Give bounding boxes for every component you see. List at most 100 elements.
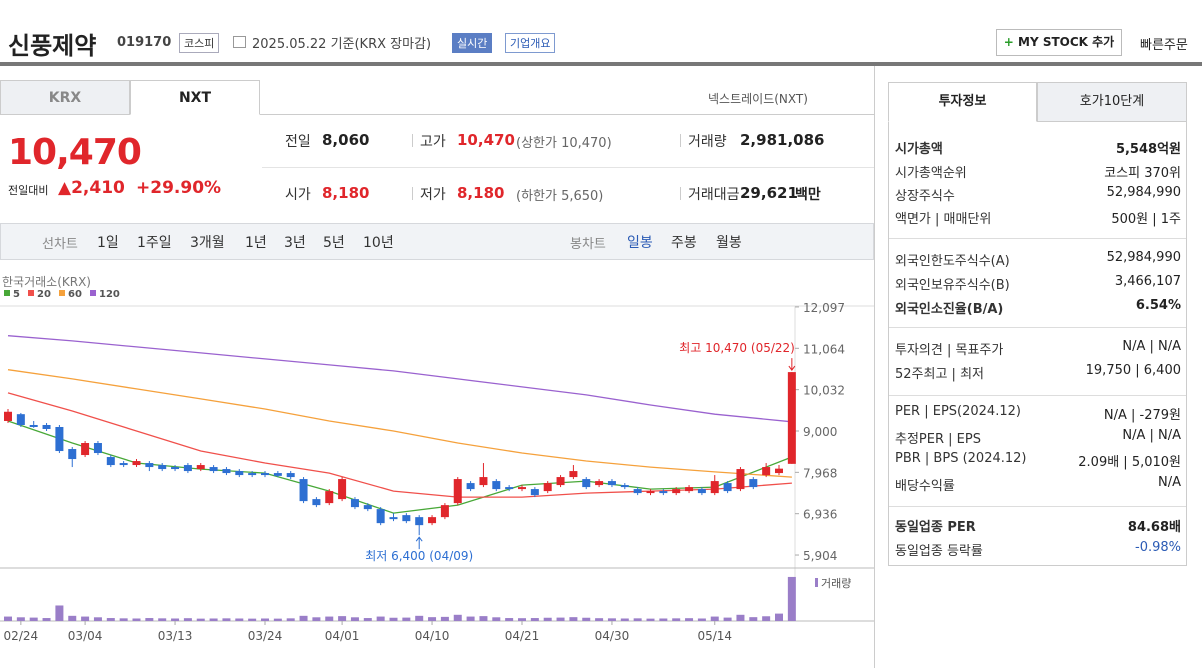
volume-bar [338, 616, 347, 621]
candle-body [338, 479, 347, 500]
volume-bar [222, 618, 231, 621]
annotation: 최고 10,470 (05/22) [679, 341, 795, 355]
volume-label: 거래량 [821, 577, 851, 590]
period-label: 선차트 [42, 237, 78, 252]
candle-body [518, 487, 526, 490]
candle-body [646, 491, 655, 494]
candle-body [530, 489, 539, 496]
legend-text: 60 [68, 289, 82, 300]
candle-body [29, 424, 38, 427]
date: 2025.05.22 기준(KRX 장마감) [252, 37, 432, 52]
candle-body [312, 499, 321, 506]
info-value: N/A | -279원 [1103, 408, 1181, 423]
info-value: N/A | N/A [1122, 339, 1181, 354]
period-bar [0, 223, 874, 260]
change-label: 전일대비 [8, 184, 49, 197]
quick-order[interactable]: 빠른주문 [1140, 38, 1188, 53]
candle-body [453, 479, 462, 504]
candle-body [42, 424, 51, 429]
candle-body [325, 491, 334, 504]
side-tab[interactable]: 투자정보 [888, 82, 1037, 122]
volume-bar [620, 618, 629, 621]
candle-period[interactable]: 주봉 [671, 235, 697, 251]
info-value: -0.98% [1135, 540, 1181, 555]
period[interactable]: 3개월 [190, 235, 225, 251]
candle-body [81, 443, 90, 456]
x-tick-label: 03/04 [68, 629, 103, 643]
y-tick-label: 11,064 [803, 342, 845, 356]
candle-body [389, 517, 398, 520]
volume-bar [363, 618, 372, 621]
mystock-text: MY STOCK 추가 [1018, 35, 1115, 49]
ma-line [7, 335, 792, 423]
volume-bar [29, 617, 38, 621]
annotation-arrow [788, 358, 796, 371]
candle-body [672, 489, 681, 494]
quote-note: (하한가 5,650) [516, 189, 604, 204]
quote-label: 거래량 [688, 134, 727, 150]
nxt-link[interactable]: 넥스트레이드(NXT) [708, 92, 808, 106]
info-label: 외국인보유주식수(B) [895, 278, 1010, 293]
period[interactable]: 10년 [363, 235, 394, 251]
info-value: 5,548억원 [1115, 142, 1181, 157]
info-label: 투자의견 | 목표주가 [895, 343, 1004, 358]
x-tick-label: 03/24 [248, 629, 283, 643]
source: 한국거래소(KRX) [2, 275, 91, 289]
quote-value: 8,180 [457, 184, 505, 202]
stock-name: 신풍제약 [8, 32, 97, 60]
candle-body [145, 463, 154, 468]
volume-bar [286, 618, 295, 621]
candle-body [582, 479, 591, 488]
info-value: N/A [1158, 475, 1181, 490]
volume-bar [440, 616, 449, 621]
volume-bar [119, 618, 128, 621]
volume-bar [569, 617, 578, 621]
tab[interactable]: KRX [0, 80, 130, 115]
candle-period[interactable]: 월봉 [716, 235, 742, 251]
volume-bar [775, 613, 783, 621]
period[interactable]: 1주일 [137, 235, 172, 251]
candle-body [171, 467, 180, 470]
candle-body [363, 505, 372, 510]
period[interactable]: 1일 [97, 235, 119, 251]
quote-sep [680, 187, 681, 200]
volume-bar [132, 618, 141, 621]
realtime[interactable]: 실시간 [452, 33, 493, 53]
quote-sep [412, 134, 413, 147]
candle-body [479, 477, 488, 486]
volume-bar [505, 618, 514, 621]
volume-bar [479, 616, 488, 621]
volume-bar [697, 618, 706, 621]
period[interactable]: 1년 [245, 235, 267, 251]
volume-bar [209, 618, 218, 621]
info-value: 2.09배 | 5,010원 [1078, 455, 1181, 470]
candle-body [196, 465, 205, 470]
candle-body [68, 449, 77, 460]
volume-legend [815, 578, 818, 587]
volume-bar [787, 576, 796, 621]
volume-bar [685, 618, 694, 621]
tab[interactable]: NXT [130, 80, 260, 115]
candle-label: 봉차트 [570, 237, 606, 252]
period[interactable]: 5년 [323, 235, 345, 251]
volume-bar [68, 615, 77, 621]
candle-body [106, 457, 115, 466]
candle-body [350, 499, 359, 508]
candle-body [16, 414, 25, 425]
candle-body [132, 461, 141, 466]
ma-line [7, 369, 792, 478]
period[interactable]: 3년 [284, 235, 306, 251]
company-info[interactable]: 기업개요 [505, 33, 556, 53]
mystock-button[interactable]: + MY STOCK 추가 [996, 29, 1122, 56]
up-arrow: ▲ [58, 178, 72, 198]
quote-value: 2,981,086 [740, 131, 825, 149]
info-label: PBR | BPS (2024.12) [895, 451, 1027, 466]
info-label: 52주최고 | 최저 [895, 367, 984, 382]
candle-period[interactable]: 일봉 [627, 235, 653, 251]
side-tab[interactable]: 호가10단계 [1037, 82, 1187, 122]
divider [874, 66, 875, 668]
candle-body [607, 481, 616, 486]
x-tick-label: 03/13 [158, 629, 193, 643]
quote-note: (상한가 10,470) [516, 136, 612, 151]
